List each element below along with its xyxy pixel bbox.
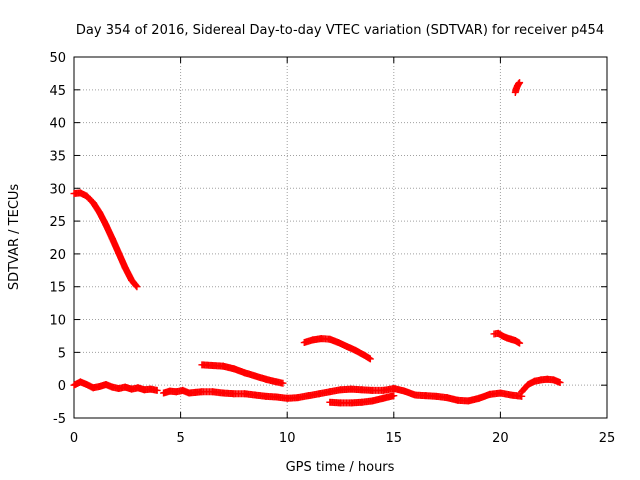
series-marks [70, 79, 564, 407]
y-tick-label: 50 [49, 51, 66, 66]
data-point [279, 379, 287, 387]
chart-title: Day 354 of 2016, Sidereal Day-to-day VTE… [76, 23, 604, 38]
x-tick-label: 20 [492, 431, 509, 446]
y-tick-label: 20 [49, 248, 66, 263]
y-tick-label: 5 [58, 346, 66, 361]
data-point [153, 386, 161, 394]
data-point [366, 355, 374, 363]
y-tick-label: 15 [49, 281, 66, 296]
data-point [516, 339, 524, 347]
y-tick-label: 30 [49, 182, 66, 197]
data-point [516, 79, 524, 87]
data-point [133, 283, 141, 291]
grid [74, 57, 607, 418]
series-baseline-b [160, 384, 526, 405]
series-baseline-d [518, 375, 564, 396]
y-tick-label: 10 [49, 314, 66, 329]
series-baseline-a [70, 378, 161, 394]
data-point [390, 392, 398, 400]
series-arc-early [70, 189, 141, 291]
data-point [556, 379, 564, 387]
y-tick-label: -5 [53, 412, 66, 427]
y-tick-label: 40 [49, 117, 66, 132]
y-tick-label: 45 [49, 84, 66, 99]
y-axis-label: SDTVAR / TECUs [7, 184, 22, 291]
series-arc-late-high [511, 79, 524, 96]
x-axis-label: GPS time / hours [286, 460, 395, 475]
y-tick-label: 0 [58, 379, 66, 394]
y-tick-label: 25 [49, 215, 66, 230]
x-tick-label: 15 [386, 431, 403, 446]
y-tick-label: 35 [49, 149, 66, 164]
series-arc-morning [198, 361, 287, 387]
x-tick-label: 0 [70, 431, 78, 446]
x-tick-label: 25 [599, 431, 616, 446]
series-arc-evening [490, 329, 524, 347]
series-baseline-c [326, 392, 398, 407]
series-arc-midday [300, 335, 374, 363]
x-tick-label: 5 [176, 431, 184, 446]
x-tick-label: 10 [279, 431, 296, 446]
plot-frame [73, 56, 608, 419]
ticks: 0 5 10 15 20 25 -5 0 5 10 15 20 25 30 35 40 45 50 [49, 51, 615, 446]
